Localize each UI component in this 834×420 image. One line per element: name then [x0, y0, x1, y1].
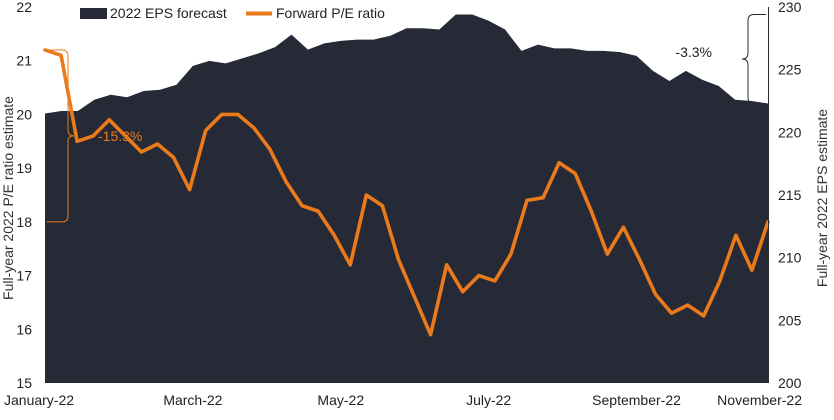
legend-label-eps: 2022 EPS forecast — [110, 5, 227, 21]
x-tick-label: March-22 — [163, 392, 222, 408]
y-right-tick-label: 205 — [778, 312, 802, 328]
y-left-tick-label: 22 — [16, 0, 32, 15]
y-left-tick-label: 16 — [16, 321, 32, 337]
x-tick-label: May-22 — [317, 392, 364, 408]
legend-label-pe: Forward P/E ratio — [276, 5, 385, 21]
y-right-tick-label: 200 — [778, 375, 802, 391]
y-right-tick-label: 220 — [778, 124, 802, 140]
eps-area-layer — [45, 15, 768, 383]
pe-change-label: -15.3% — [98, 128, 142, 144]
y-left-tick-label: 15 — [16, 375, 32, 391]
bottom-axis: January-22 March-22 May-22 July-22 September… — [4, 392, 802, 408]
x-tick-label: January-22 — [4, 392, 74, 408]
y-right-tick-label: 215 — [778, 187, 802, 203]
legend-swatch-eps — [80, 8, 107, 19]
y-left-tick-label: 21 — [16, 53, 32, 69]
eps-change-bracket — [742, 15, 766, 104]
y-right-tick-label: 225 — [778, 62, 802, 78]
x-tick-label: September-22 — [592, 392, 681, 408]
y-left-tick-label: 17 — [16, 268, 32, 284]
x-tick-label: July-22 — [466, 392, 511, 408]
y-left-tick-label: 19 — [16, 160, 32, 176]
x-tick-label: November-22 — [717, 392, 802, 408]
right-axis: 200 205 210 215 220 225 230 — [769, 0, 802, 391]
y-axis-right-title: Full-year 2022 EPS estimate — [814, 109, 830, 287]
y-right-tick-label: 210 — [778, 250, 802, 266]
legend: 2022 EPS forecast Forward P/E ratio — [80, 5, 385, 21]
left-axis: 15 16 17 18 19 20 21 22 — [16, 0, 32, 391]
eps-area — [45, 15, 768, 383]
y-right-tick-label: 230 — [778, 0, 802, 15]
y-left-tick-label: 18 — [16, 214, 32, 230]
y-left-tick-label: 20 — [16, 106, 32, 122]
eps-change-label: -3.3% — [675, 44, 712, 60]
y-axis-left-title: Full-year 2022 P/E ratio estimate — [0, 96, 16, 300]
